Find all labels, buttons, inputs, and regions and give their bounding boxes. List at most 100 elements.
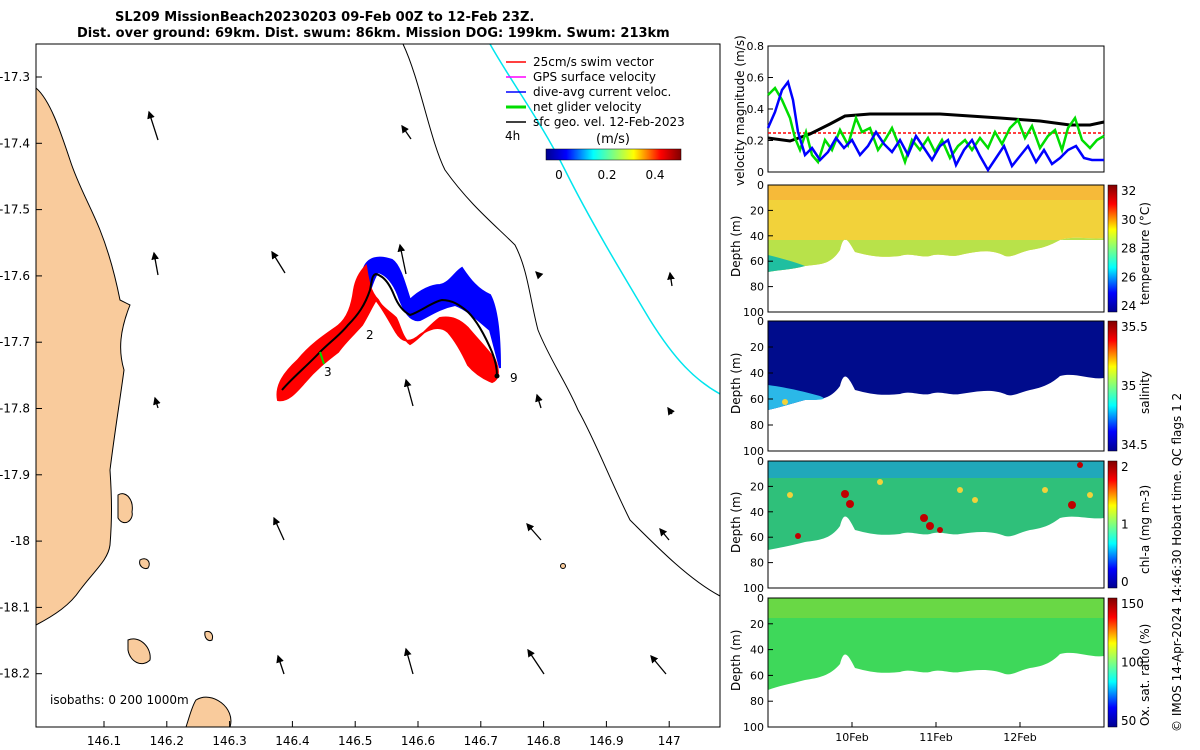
legend-label: 25cm/s swim vector xyxy=(533,55,654,69)
depth-tick-label: 100 xyxy=(743,721,764,734)
colorbar-tick-label: 100 xyxy=(1121,656,1144,670)
depth-tick-label: 0 xyxy=(757,592,764,605)
colorbar-tick-label: 35 xyxy=(1121,379,1136,393)
depth-tick-label: 80 xyxy=(750,419,764,432)
map-x-tick-label: 146.3 xyxy=(212,734,246,748)
map-x-tick-label: 147 xyxy=(658,734,681,748)
map-y-tick-label: -18 xyxy=(10,534,30,548)
colorbar-tick-label: 50 xyxy=(1121,714,1136,728)
section-colorbar xyxy=(1107,184,1118,313)
colorbar-label: salinity xyxy=(1138,370,1152,414)
track-end-point xyxy=(494,373,500,379)
velocity-panel: 0 0.2 0.4 0.6 0.8 xyxy=(747,40,1105,179)
section-colorbar xyxy=(1107,460,1118,589)
map-y-tick-label: -17.7 xyxy=(0,335,30,349)
track-label-2: 2 xyxy=(366,328,374,342)
velocity-y-tick-label: 0 xyxy=(757,166,764,179)
colorbar-tick-label: 26 xyxy=(1121,270,1136,284)
island-3 xyxy=(185,696,232,727)
map-y-tick-label: -18.2 xyxy=(0,667,30,681)
isobath-legend: isobaths: 0 200 1000m xyxy=(50,693,189,707)
oxygen-panel xyxy=(768,598,1104,690)
geo-velocity-line xyxy=(767,112,1105,143)
depth-tick-label: 0 xyxy=(757,179,764,192)
depth-tick-label: 0 xyxy=(757,315,764,328)
velocity-y-tick-label: 0.2 xyxy=(747,135,765,148)
map-x-ticks: 146.1 146.2 146.3 146.4 146.5 146.6 146.7 146.8… xyxy=(87,721,681,748)
map-x-tick-label: 146.8 xyxy=(526,734,560,748)
depth-tick-label: 40 xyxy=(750,367,764,380)
time-marker-label: 4h xyxy=(505,129,520,143)
time-tick-label: 11Feb xyxy=(919,731,952,744)
colorbar-tick-label: 28 xyxy=(1121,242,1136,256)
colorbar-label: chl-a (mg m-3) xyxy=(1138,484,1152,574)
track-label-3: 3 xyxy=(324,365,332,379)
map-y-tick-label: -17.6 xyxy=(0,269,30,283)
legend-label: GPS surface velocity xyxy=(533,70,656,84)
time-tick-label: 10Feb xyxy=(835,731,868,744)
colorbar-tick-label: 30 xyxy=(1121,213,1136,227)
legend-label: dive-avg current veloc. xyxy=(533,85,671,99)
depth-tick-label: 40 xyxy=(750,644,764,657)
section-axes-box xyxy=(767,320,1105,452)
track-label-9: 9 xyxy=(510,371,518,385)
net-velocity-segment xyxy=(319,351,325,365)
map-x-tick-label: 146.5 xyxy=(338,734,372,748)
depth-tick-label: 100 xyxy=(743,445,764,458)
depth-tick-label: 80 xyxy=(750,695,764,708)
speed-colorbar xyxy=(545,148,682,161)
depth-tick-label: 20 xyxy=(750,480,764,493)
legend-label: net glider velocity xyxy=(533,100,641,114)
depth-tick-label: 20 xyxy=(750,204,764,217)
temperature-panel xyxy=(768,185,1104,272)
map-panel: 2 3 9 146.1 146.2 146.3 146.4 146.5 146.6 146.… xyxy=(0,43,721,748)
colorbar-tick-label: 24 xyxy=(1121,299,1136,313)
velocity-y-tick-label: 0.8 xyxy=(747,40,765,53)
colorbar-tick-label: 34.5 xyxy=(1121,438,1148,452)
map-y-tick-label: -17.9 xyxy=(0,468,30,482)
section-colorbar xyxy=(1107,320,1118,452)
colorbar-label: temperature (°C) xyxy=(1138,201,1152,305)
depth-tick-label: 60 xyxy=(750,393,764,406)
net-glider-velocity-line xyxy=(767,85,1105,166)
map-x-tick-label: 146.2 xyxy=(150,734,184,748)
depth-tick-label: 100 xyxy=(743,582,764,595)
island-4 xyxy=(204,631,213,641)
depth-axis-label: Depth (m) xyxy=(729,629,743,691)
dive-avg-current-line xyxy=(766,79,1104,173)
coastline-land xyxy=(36,87,131,626)
depth-tick-label: 20 xyxy=(750,618,764,631)
section-colorbar xyxy=(1107,597,1118,728)
island-2 xyxy=(127,638,151,665)
section-axes-box xyxy=(767,460,1105,589)
map-y-tick-label: -17.3 xyxy=(0,70,30,84)
colorbar-tick-label: 32 xyxy=(1121,184,1136,198)
island-1 xyxy=(117,493,133,524)
time-tick-label: 12Feb xyxy=(1003,731,1036,744)
depth-tick-label: 40 xyxy=(750,230,764,243)
depth-tick-label: 60 xyxy=(750,531,764,544)
depth-axis-label: Depth (m) xyxy=(729,352,743,414)
isobath-1000 xyxy=(489,44,720,395)
chla-panel xyxy=(768,461,1104,550)
colorbar-tick-0: 0 xyxy=(555,168,563,182)
map-x-tick-label: 146.7 xyxy=(464,734,498,748)
map-x-tick-label: 146.9 xyxy=(589,734,623,748)
depth-tick-label: 60 xyxy=(750,255,764,268)
velocity-y-axis-label: velocity magnitude (m/s) xyxy=(733,35,747,186)
velocity-y-ticks: 0 0.2 0.4 0.6 0.8 xyxy=(747,40,773,179)
depth-tick-label: 0 xyxy=(757,455,764,468)
colorbar-tick-label: 1 xyxy=(1121,518,1129,532)
depth-tick-label: 80 xyxy=(750,281,764,294)
map-y-tick-label: -18.1 xyxy=(0,600,30,614)
map-x-tick-label: 146.1 xyxy=(87,734,121,748)
map-axes-box xyxy=(35,43,721,728)
colorbar-tick-label: 35.5 xyxy=(1121,320,1148,334)
map-y-tick-label: -17.4 xyxy=(0,136,30,150)
depth-tick-label: 100 xyxy=(743,306,764,319)
legend-label: sfc geo. vel. 12-Feb-2023 xyxy=(533,115,685,129)
depth-axis-label: Depth (m) xyxy=(729,491,743,553)
depth-tick-label: 80 xyxy=(750,557,764,570)
salinity-panel xyxy=(768,321,1104,410)
velocity-y-tick-label: 0.4 xyxy=(747,103,765,116)
